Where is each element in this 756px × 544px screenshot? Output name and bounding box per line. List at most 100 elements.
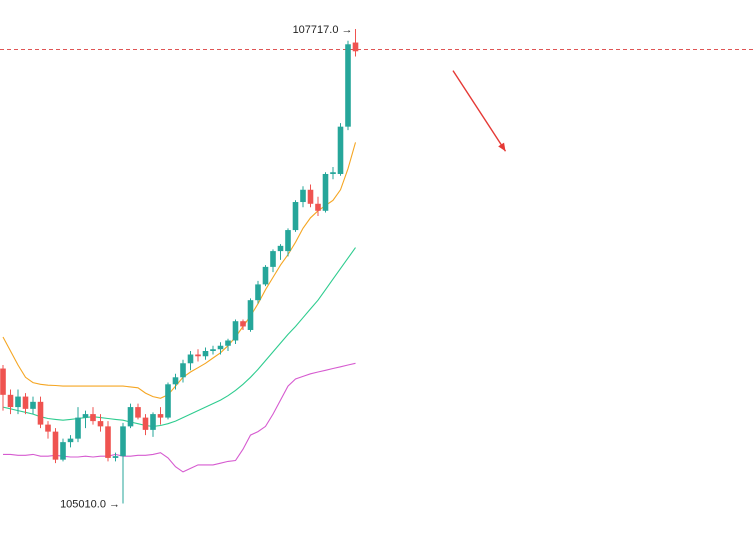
candle-body xyxy=(217,345,224,350)
candle xyxy=(292,200,299,232)
candle xyxy=(112,452,119,462)
candle-body xyxy=(292,202,299,231)
arrow-head xyxy=(498,142,506,152)
candle-body xyxy=(277,245,284,252)
candle xyxy=(337,123,344,176)
candle-body xyxy=(300,189,306,203)
down-arrow-annotation xyxy=(452,70,507,152)
candle xyxy=(90,407,96,425)
candle xyxy=(240,319,246,330)
candle xyxy=(165,382,171,420)
candle-body xyxy=(52,431,59,460)
candle xyxy=(15,389,21,415)
candle xyxy=(322,172,329,213)
candle xyxy=(127,403,134,429)
candle xyxy=(0,365,6,411)
candle-body xyxy=(0,368,6,395)
candle-body xyxy=(135,407,141,418)
candle xyxy=(142,414,149,436)
candle xyxy=(352,29,359,57)
candle xyxy=(30,396,36,415)
high-price-label: 107717.0 → xyxy=(293,24,353,36)
candle-body xyxy=(7,394,14,408)
candle xyxy=(120,422,126,504)
candle xyxy=(225,338,231,352)
candle xyxy=(345,40,351,131)
candle-body xyxy=(15,396,21,408)
candle xyxy=(37,396,44,429)
candle-body xyxy=(322,173,329,211)
candle-body xyxy=(202,351,209,357)
candle xyxy=(255,280,261,304)
candle xyxy=(210,345,216,355)
candle-body xyxy=(285,230,291,252)
low-price-label: 105010.0 → xyxy=(60,498,120,510)
candle-body xyxy=(112,456,119,458)
candle xyxy=(75,407,81,443)
candle-body xyxy=(150,414,156,430)
candle-body xyxy=(90,414,96,422)
candle-body xyxy=(105,426,111,458)
candle-body xyxy=(195,354,201,357)
candle xyxy=(52,428,59,464)
candle-body xyxy=(97,421,104,427)
candle-body xyxy=(67,438,74,443)
candle xyxy=(7,389,14,415)
candle-body xyxy=(262,266,269,285)
candle-body xyxy=(225,340,231,346)
candle xyxy=(247,298,254,332)
candle-body xyxy=(22,396,29,409)
candle xyxy=(262,265,269,287)
candle-body xyxy=(127,407,134,427)
candle xyxy=(60,438,66,462)
candle-group xyxy=(0,29,359,504)
candle xyxy=(195,349,201,362)
candle xyxy=(157,407,164,425)
candle-body xyxy=(352,42,359,52)
candle-body xyxy=(165,384,171,418)
candle xyxy=(187,351,194,371)
candle-body xyxy=(330,172,336,174)
candle xyxy=(300,186,306,208)
candle-body xyxy=(60,442,66,460)
ma-mid-line xyxy=(2,247,356,427)
candle xyxy=(180,359,186,383)
candle xyxy=(270,249,276,273)
candle-body xyxy=(187,354,194,364)
candle xyxy=(22,393,29,415)
candle xyxy=(82,410,89,429)
candle xyxy=(315,196,321,217)
candle-body xyxy=(75,417,81,439)
candle-body xyxy=(172,377,179,385)
candle-body xyxy=(120,426,126,457)
candle xyxy=(217,342,224,355)
candle-body xyxy=(180,363,186,378)
arrow-shaft xyxy=(452,70,507,152)
candle-body xyxy=(82,414,89,418)
candle-body xyxy=(337,126,344,174)
candle-body xyxy=(37,401,44,425)
candle xyxy=(67,435,74,448)
candle xyxy=(330,166,336,180)
candle xyxy=(285,228,291,257)
candle xyxy=(135,403,141,420)
candle-body xyxy=(270,251,276,267)
ma-fast-line xyxy=(2,142,357,399)
candle-body xyxy=(247,300,254,330)
candle xyxy=(277,244,284,260)
candle-body xyxy=(30,401,36,409)
candle xyxy=(97,414,104,432)
candle-body xyxy=(142,417,149,430)
candle-body xyxy=(45,424,51,432)
candle-body xyxy=(157,414,164,418)
candle-body xyxy=(232,321,239,341)
candle xyxy=(307,184,314,208)
candle-body xyxy=(315,203,321,211)
candle-body xyxy=(240,321,246,327)
candle-body xyxy=(307,189,314,204)
candle xyxy=(202,347,209,360)
candle-body xyxy=(210,349,216,352)
candle xyxy=(105,421,111,462)
candle-body xyxy=(255,284,261,301)
